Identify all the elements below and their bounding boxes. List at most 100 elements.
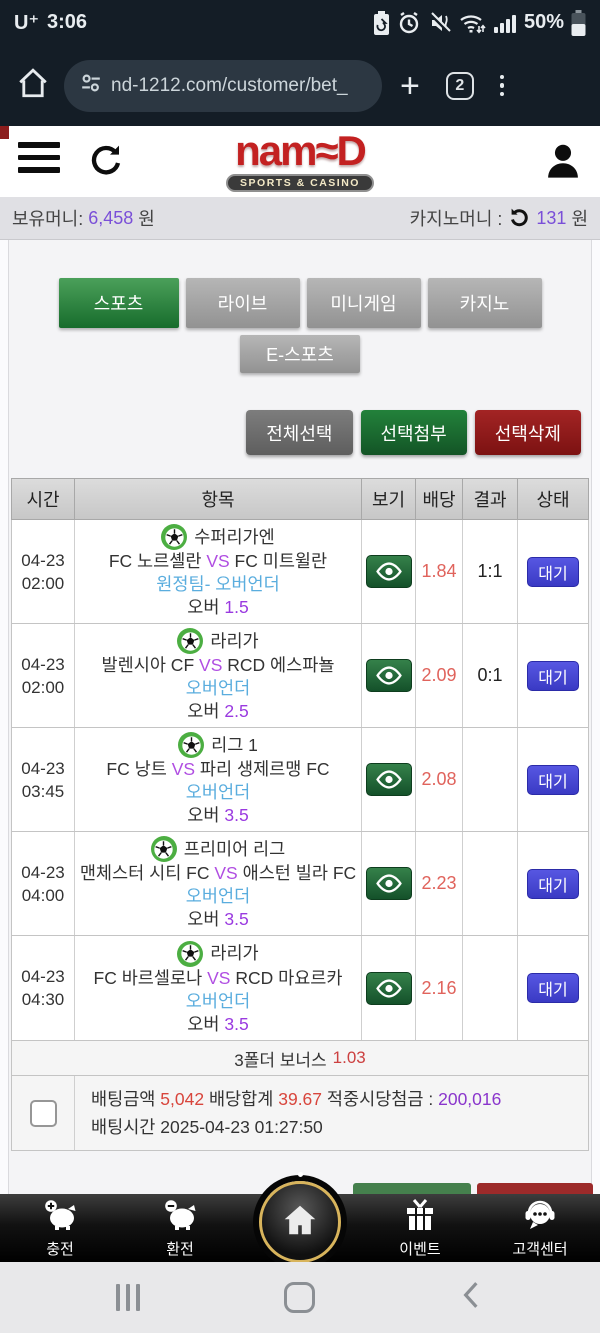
match-teams: 발렌시아 CF VS RCD 에스파뇰 [101,655,335,675]
header-status: 상태 [536,490,570,510]
url-bar[interactable]: nd-1212.com/customer/bet_ [64,59,382,112]
bottom-nav: 충전 환전 이벤트 고객센터 [0,1172,600,1263]
match-cell: 라리가 발렌시아 CF VS RCD 에스파뇰 오버언더 오버 2.5 [75,624,362,727]
match-time: 04-23 02:00 [12,624,75,727]
hidden-delete-button[interactable] [477,1183,593,1195]
bet-pick: 오버 1.5 [187,597,249,617]
view-button[interactable] [365,659,412,692]
win-amount-value: 200,016 [438,1089,502,1109]
nav-support-label: 고객센터 [512,1241,568,1258]
url-text[interactable]: nd-1212.com/customer/bet_ [111,74,348,96]
odds-value: 2.16 [416,936,463,1040]
hidden-bet-button[interactable] [353,1183,471,1195]
home-icon [282,1203,318,1242]
view-button[interactable] [365,763,412,796]
attach-selected-button[interactable]: 선택첨부 [360,410,467,455]
league-name: 라리가 [210,630,259,651]
casino-refresh-icon[interactable] [507,206,531,230]
table-row: 04-23 03:45 리그 1 FC 낭트 VS 파리 생제르맹 FC 오버언더… [11,728,589,832]
nav-event[interactable]: 이벤트 [360,1194,480,1262]
view-button[interactable] [365,971,412,1005]
bet-pick: 오버 3.5 [187,1013,249,1034]
tab-esports[interactable]: E-스포츠 [240,335,360,373]
nav-support[interactable]: 고객센터 [480,1194,600,1262]
table-body: 04-23 02:00 수퍼리가엔 FC 노르셸란 VS FC 미트윌란 원정팀-… [11,520,589,1041]
casino-wallet-amount: 131 [536,207,567,228]
league-name: 수퍼리가엔 [194,526,275,547]
soccer-ball-icon [161,524,188,550]
carrier-label: U⁺ [14,12,39,34]
bet-time-value: 2025-04-23 01:27:50 [160,1117,323,1137]
result-value: 1:1 [463,520,518,623]
match-cell: 라리가 FC 바르셀로나 VS RCD 마요르카 오버언더 오버 3.5 [75,936,362,1040]
tab-casino[interactable]: 카지노 [427,278,542,328]
wallet-amount: 6,458 [88,207,134,228]
view-button[interactable] [365,867,412,900]
menu-icon[interactable] [18,142,60,173]
browser-menu-icon[interactable] [499,74,505,97]
wallet-label: 보유머니: [12,209,84,229]
wallet-unit: 원 [138,209,155,229]
tab-minigame[interactable]: 미니게임 [306,278,421,328]
logo-subtitle: SPORTS & CASINO [226,174,374,193]
soccer-ball-icon [150,836,177,862]
header-match: 항목 [75,479,362,519]
bet-select-checkbox[interactable] [29,1099,57,1127]
site-logo[interactable]: nam≈D SPORTS & CASINO [0,128,600,193]
match-cell: 수퍼리가엔 FC 노르셸란 VS FC 미트윌란 원정팀- 오버언더 오버 1.… [75,520,362,623]
status-badge[interactable]: 대기 [527,973,579,1003]
action-buttons: 전체선택 선택첨부 선택삭제 [9,410,591,455]
browser-home-icon[interactable] [16,66,50,105]
mute-icon [428,11,452,35]
select-all-button[interactable]: 전체선택 [246,410,353,455]
table-row: 04-23 02:00 라리가 발렌시아 CF VS RCD 에스파뇰 오버언더 … [11,624,589,728]
bet-pick: 오버 3.5 [187,805,249,825]
summary-line1: 배팅금액 5,042 배당합계 39.67 적중시당첨금 : 200,016 [91,1085,501,1113]
deposit-piggy-icon [42,1199,78,1236]
balance-bar: 보유머니: 6,458 원 카지노머니 : 131 원 [0,197,600,240]
match-time: 04-23 03:45 [12,728,75,831]
bet-summary-row: 배팅금액 5,042 배당합계 39.67 적중시당첨금 : 200,016 배… [11,1076,589,1151]
tab-counter-button[interactable]: 2 [445,71,474,100]
delete-selected-button[interactable]: 선택삭제 [474,410,581,455]
casino-wallet-label: 카지노머니 : [409,209,503,229]
table-row: 04-23 04:00 프리미어 리그 맨체스터 시티 FC VS 애스턴 빌라 … [11,832,589,936]
status-badge[interactable]: 대기 [527,764,579,795]
league-name: 프리미어 리그 [183,838,286,859]
android-home-icon[interactable] [283,1282,315,1313]
bet-amount-label: 배팅금액 [91,1089,156,1109]
new-tab-button[interactable]: + [400,66,420,105]
withdraw-piggy-icon [162,1199,198,1236]
view-button[interactable] [365,555,412,588]
result-value [463,832,518,935]
nav-home-button[interactable] [259,1172,341,1263]
market-type: 오버언더 [185,990,251,1011]
content-panel: 스포츠 라이브 미니게임 카지노 E-스포츠 전체선택 선택첨부 선택삭제 시간… [8,240,593,1333]
status-badge[interactable]: 대기 [527,868,579,899]
result-value [463,936,518,1040]
tab-live[interactable]: 라이브 [185,278,300,328]
tab-sports[interactable]: 스포츠 [58,278,179,328]
bet-pick: 오버 2.5 [187,701,249,721]
app-header: nam≈D SPORTS & CASINO [0,126,600,197]
account-icon[interactable] [542,140,584,187]
browser-toolbar: nd-1212.com/customer/bet_ + 2 [0,45,600,126]
market-type: 오버언더 [185,886,251,906]
battery-saver-icon [373,10,390,35]
match-time: 04-23 04:00 [12,832,75,935]
status-badge[interactable]: 대기 [527,660,579,691]
table-header-row: 시간 항목 보기 배당 결과 상태 [11,478,589,520]
back-icon[interactable] [458,1280,484,1315]
odds-value: 1.84 [416,520,463,623]
table-row: 04-23 04:30 라리가 FC 바르셀로나 VS RCD 마요르카 오버언더… [11,936,589,1041]
result-value [463,728,518,831]
odds-total-label: 배당합계 [208,1089,274,1109]
bonus-label: 3폴더 보너스 [234,1050,327,1070]
match-teams: FC 낭트 VS 파리 생제르맹 FC [106,759,330,779]
refresh-icon[interactable] [86,141,126,186]
nav-withdraw[interactable]: 환전 [120,1194,240,1262]
site-settings-icon[interactable] [80,72,102,99]
status-badge[interactable]: 대기 [527,556,579,587]
recents-icon[interactable] [116,1284,140,1311]
nav-deposit[interactable]: 충전 [0,1194,120,1262]
